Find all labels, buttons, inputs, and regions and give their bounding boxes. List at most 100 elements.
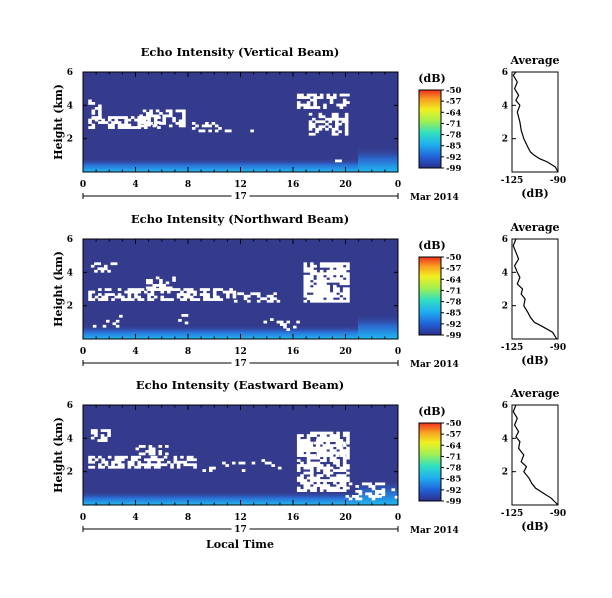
missing-cell	[296, 446, 301, 450]
missing-cell	[178, 109, 183, 113]
missing-cell	[153, 116, 158, 119]
missing-cell	[165, 286, 170, 290]
missing-cell	[270, 299, 274, 303]
missing-cell	[315, 446, 320, 450]
missing-cell	[328, 120, 333, 124]
missing-cell	[158, 450, 163, 453]
missing-cell	[346, 454, 350, 457]
missing-cell	[352, 495, 356, 498]
missing-cell	[134, 290, 138, 294]
missing-cell	[319, 262, 324, 266]
missing-cell	[105, 319, 110, 323]
missing-cell	[300, 464, 304, 467]
missing-cell	[303, 292, 308, 296]
average-x-tick-label: -125	[501, 343, 524, 353]
missing-cell	[342, 486, 347, 490]
missing-cell	[189, 290, 194, 294]
missing-cell	[336, 486, 340, 490]
missing-cell	[318, 125, 323, 129]
day-label: 17	[234, 525, 247, 535]
missing-cell	[306, 101, 311, 104]
missing-cell	[101, 465, 105, 469]
missing-cell	[323, 481, 327, 485]
missing-cell	[306, 274, 311, 278]
missing-cell	[107, 293, 112, 296]
missing-cell	[268, 461, 272, 465]
panel-title: Echo Intensity (Northward Beam)	[131, 212, 349, 226]
missing-cell	[148, 452, 153, 456]
missing-cell	[381, 488, 386, 492]
panel-title: Echo Intensity (Vertical Beam)	[141, 45, 340, 59]
missing-cell	[378, 482, 382, 486]
missing-cell	[231, 461, 236, 465]
missing-cell	[342, 267, 347, 271]
missing-cell	[333, 469, 337, 472]
missing-cell	[310, 287, 314, 291]
missing-cell	[308, 120, 313, 124]
missing-cell	[325, 439, 330, 442]
missing-cell	[167, 460, 171, 464]
missing-cell	[191, 127, 196, 130]
missing-cell	[142, 452, 146, 456]
average-frame	[511, 404, 559, 506]
missing-cell	[111, 126, 115, 129]
missing-cell	[321, 120, 326, 124]
missing-cell	[100, 439, 105, 442]
missing-cell	[195, 124, 199, 128]
missing-cell	[313, 106, 317, 109]
missing-cell	[313, 434, 317, 437]
missing-cell	[342, 441, 346, 445]
missing-cell	[303, 264, 308, 268]
missing-cell	[147, 295, 151, 299]
missing-cell	[346, 93, 350, 97]
missing-cell	[158, 445, 163, 448]
average-x-label: (dB)	[521, 354, 548, 367]
missing-cell	[319, 294, 324, 298]
missing-cell	[322, 444, 327, 447]
missing-cell	[299, 441, 304, 445]
x-tick-label: 12	[234, 347, 247, 357]
missing-cell	[91, 290, 96, 294]
missing-cell	[283, 325, 287, 329]
missing-cell	[319, 449, 323, 452]
missing-cell	[306, 294, 311, 298]
time-axis-label: Local Time	[206, 538, 274, 551]
missing-cell	[296, 103, 301, 107]
missing-cell	[326, 269, 331, 273]
missing-cell	[101, 295, 105, 299]
missing-cell	[175, 122, 180, 125]
average-profile-line	[512, 404, 559, 506]
missing-cell	[300, 479, 304, 482]
missing-cell	[251, 461, 256, 465]
missing-cell	[182, 114, 186, 118]
missing-cell	[336, 277, 340, 281]
missing-cell	[296, 436, 301, 440]
colorbar-tick-label: -92	[446, 153, 461, 163]
missing-cell	[306, 96, 311, 99]
missing-cell	[286, 320, 291, 324]
missing-cell	[308, 125, 313, 129]
missing-cell	[142, 124, 147, 128]
missing-cell	[329, 269, 334, 273]
missing-cell	[155, 109, 160, 113]
missing-cell	[329, 451, 333, 455]
y-axis-label: Height (km)	[52, 417, 65, 493]
missing-cell	[313, 292, 317, 296]
missing-cell	[163, 463, 168, 467]
missing-cell	[205, 124, 209, 128]
missing-cell	[144, 463, 148, 467]
missing-cell	[306, 434, 311, 437]
missing-cell	[306, 284, 311, 288]
missing-cell	[325, 117, 329, 121]
missing-cell	[333, 479, 337, 482]
missing-cell	[117, 460, 122, 464]
missing-cell	[326, 287, 331, 291]
missing-cell	[323, 279, 327, 283]
missing-cell	[306, 446, 310, 450]
missing-cell	[344, 120, 349, 124]
missing-cell	[342, 459, 347, 462]
missing-cell	[342, 469, 347, 472]
missing-cell	[341, 117, 346, 121]
missing-cell	[296, 489, 301, 492]
missing-cell	[318, 120, 323, 124]
